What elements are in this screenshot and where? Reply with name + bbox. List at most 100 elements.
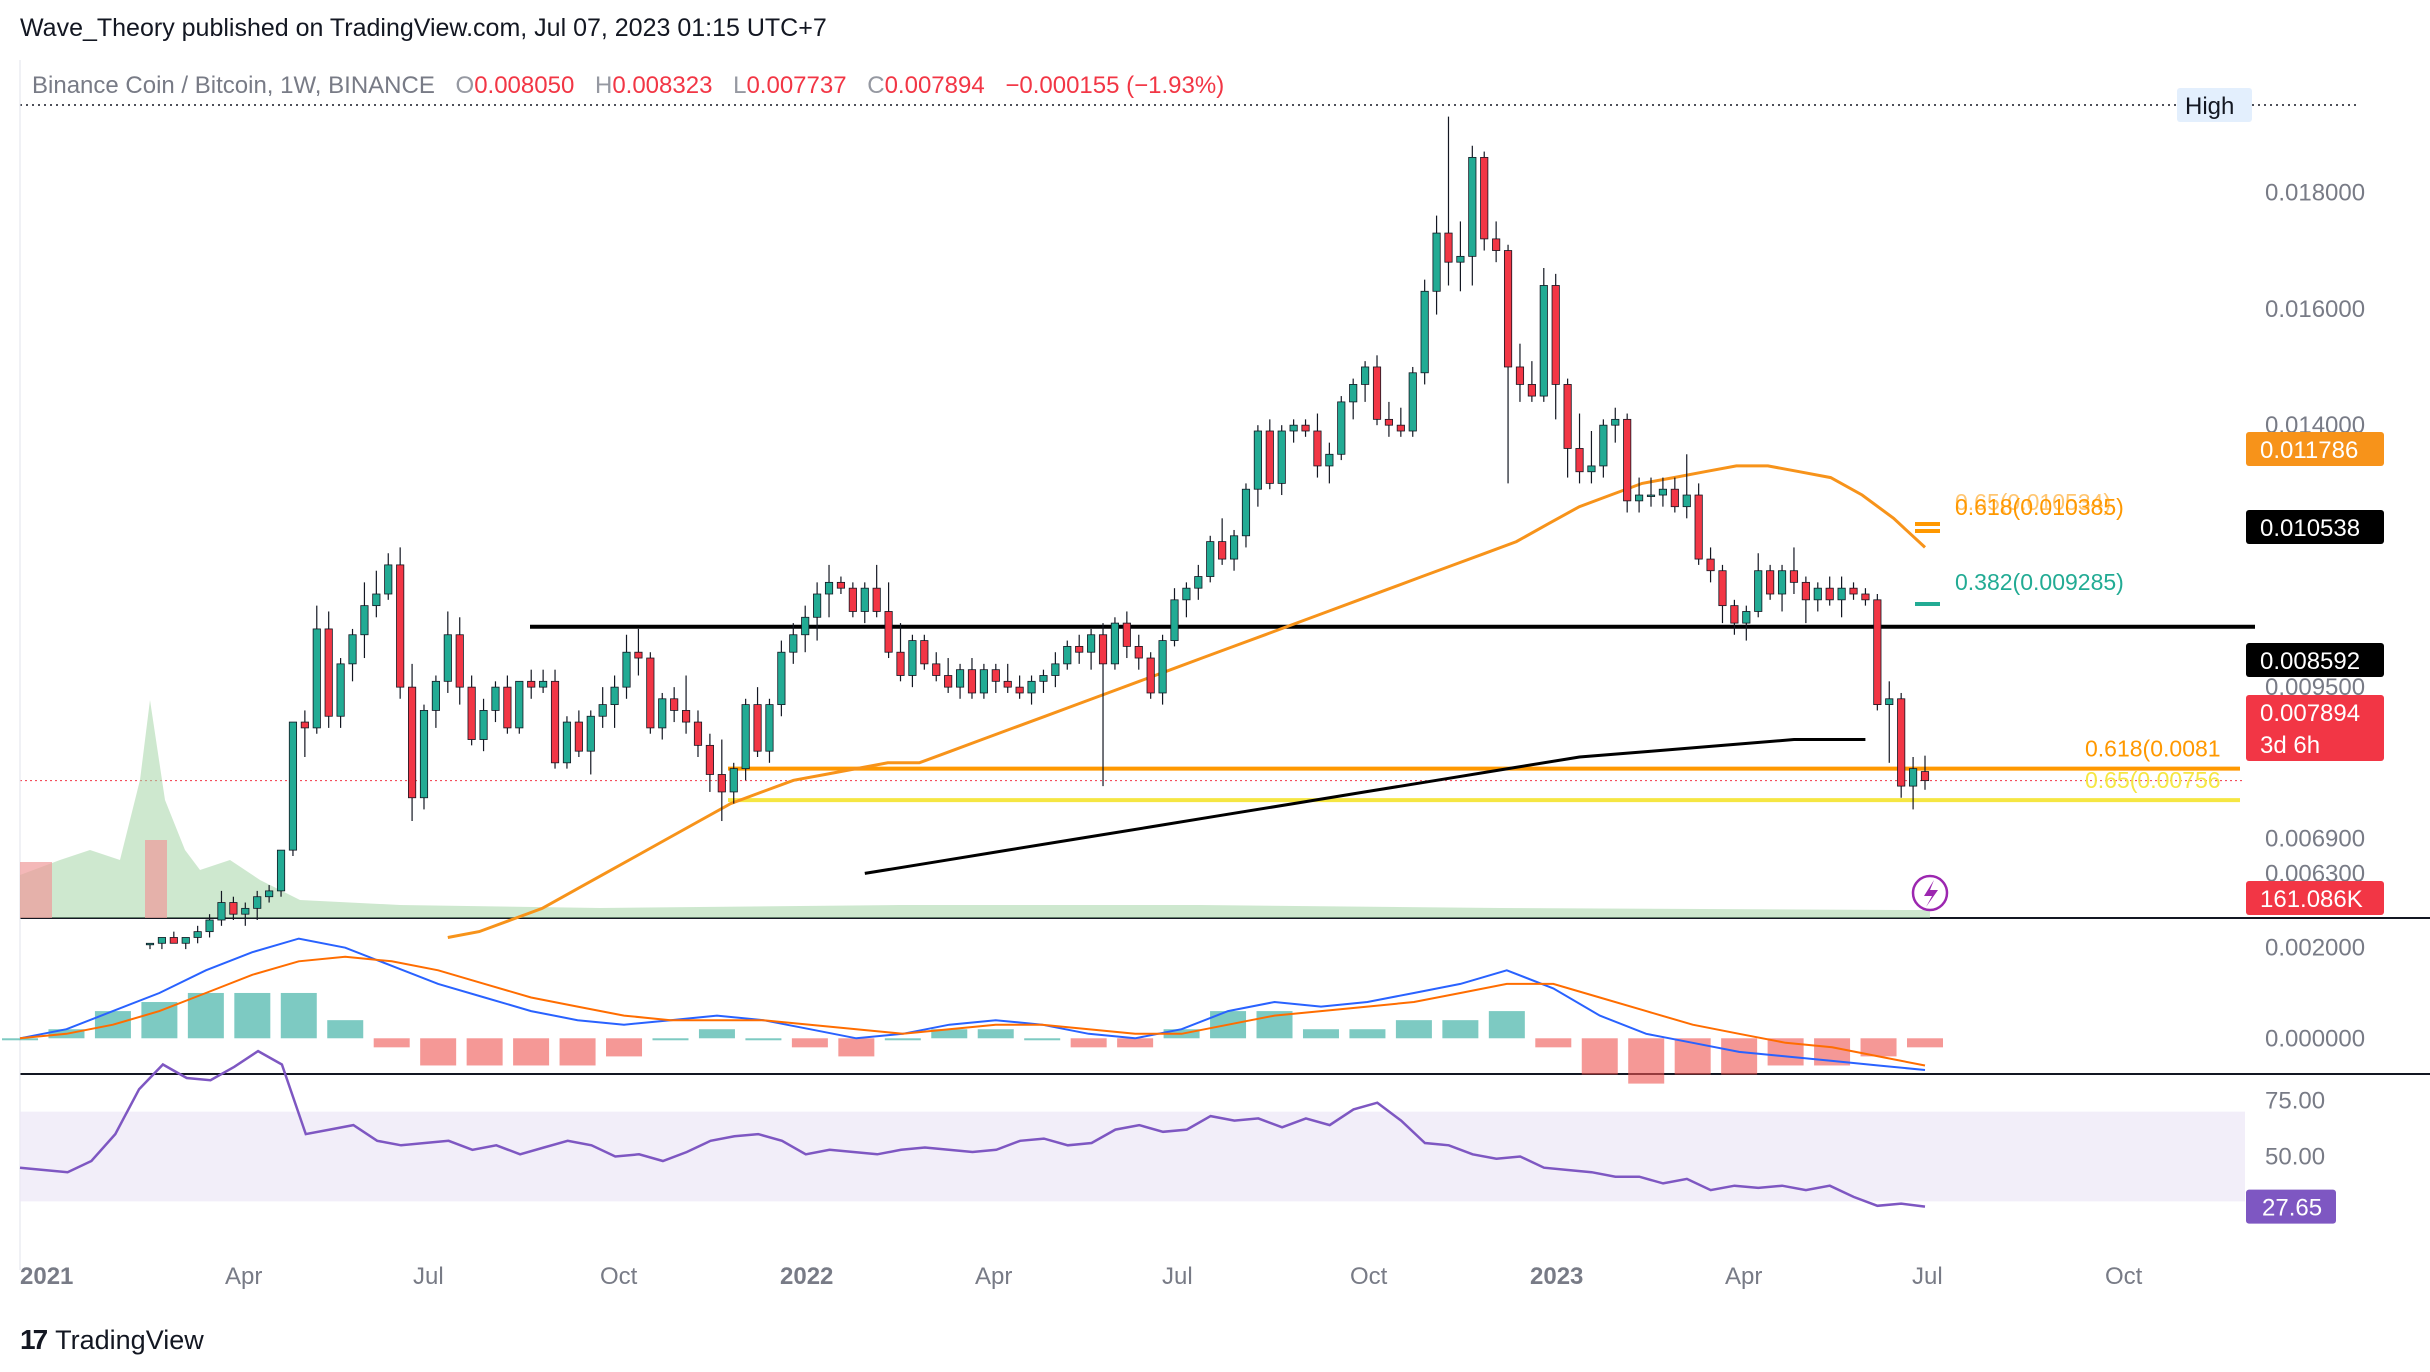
- macd-histogram-bar: [1721, 1038, 1758, 1075]
- price-tick-label: 0.006900: [2265, 826, 2365, 853]
- candle-body: [1134, 645, 1143, 659]
- candle-body: [1551, 285, 1560, 385]
- candle: [1539, 268, 1548, 402]
- candle-body: [1539, 285, 1548, 397]
- candle-body: [836, 581, 846, 589]
- candle-body: [193, 931, 202, 938]
- candle-body: [920, 640, 929, 665]
- candle-body: [348, 634, 357, 665]
- rsi-value-badge[interactable]: 27.65: [2246, 1189, 2336, 1224]
- candle-body: [515, 680, 524, 729]
- time-tick-label: Oct: [600, 1263, 638, 1290]
- close-value: 0.007894: [884, 72, 985, 99]
- candle: [658, 692, 667, 740]
- candle: [300, 710, 309, 757]
- macd-histogram-bar: [1581, 1038, 1618, 1075]
- price-badge-6[interactable]: 161.086K: [2246, 881, 2384, 915]
- candle: [586, 710, 595, 775]
- candle: [1051, 652, 1060, 688]
- candle: [1384, 401, 1393, 437]
- candle-body: [1277, 430, 1286, 484]
- candle-body: [336, 663, 345, 717]
- candle-body: [610, 686, 619, 706]
- macd-line: [19, 937, 1926, 1071]
- candle: [884, 582, 893, 659]
- macd-histogram-bar: [838, 1038, 875, 1057]
- candle: [1789, 547, 1799, 594]
- macd-histogram-bar: [1024, 1038, 1061, 1041]
- price-badge-4[interactable]: 0.008592: [2246, 643, 2384, 677]
- candle-body: [1241, 488, 1251, 537]
- macd-histogram-bar: [1117, 1038, 1154, 1048]
- open-label: O: [455, 72, 475, 99]
- candle: [431, 675, 440, 728]
- candle: [1206, 535, 1215, 583]
- candle: [396, 547, 405, 699]
- candle: [634, 628, 643, 676]
- candle-body: [1301, 424, 1310, 432]
- candle-body: [372, 593, 381, 607]
- price-badge-5[interactable]: 0.007894 3d 6h: [2246, 695, 2384, 761]
- volume-area: [20, 700, 1930, 918]
- candle-body: [991, 669, 1000, 682]
- candle-body: [431, 680, 440, 711]
- horizontal-levels: 0.618(0.0081 0.65(0.00756: [530, 624, 2255, 803]
- candle: [1873, 594, 1882, 711]
- price-badge-text: 161.086K: [2260, 886, 2363, 913]
- candle-body: [396, 564, 405, 688]
- candle-body: [1492, 238, 1501, 251]
- candle-body: [848, 587, 857, 612]
- candle-body: [145, 942, 155, 946]
- macd-histogram-bar: [1907, 1038, 1943, 1048]
- candle-body: [1718, 570, 1727, 607]
- fib-annotation-3: 0.382(0.009285): [1955, 569, 2124, 595]
- candle-body: [1313, 430, 1322, 467]
- candle-body: [1646, 494, 1656, 497]
- candle: [1813, 582, 1822, 612]
- volume-area-fill: [20, 700, 1930, 918]
- symbol-name[interactable]: Binance Coin / Bitcoin, 1W, BINANCE: [32, 72, 435, 99]
- macd-pane: 0.002000 0.000000: [2, 935, 2365, 1084]
- candle-body: [1837, 587, 1846, 601]
- candle: [229, 896, 238, 920]
- candle-body: [1337, 401, 1346, 455]
- candle: [860, 582, 869, 624]
- candle: [181, 937, 190, 950]
- candle: [1920, 755, 1930, 790]
- candle-body: [1480, 156, 1489, 240]
- ohlc-legend: Binance Coin / Bitcoin, 1W, BINANCE O 0.0…: [32, 72, 1224, 100]
- replay-icon[interactable]: [1911, 874, 1949, 912]
- candle-body: [1075, 645, 1084, 653]
- candle-body: [896, 651, 905, 676]
- candle: [1587, 431, 1596, 484]
- candle-body: [1468, 156, 1477, 257]
- price-badge-1[interactable]: High: [2177, 88, 2252, 122]
- candle: [372, 570, 381, 618]
- candle-body: [979, 669, 988, 694]
- candle-body: [1813, 587, 1822, 601]
- candle: [1170, 588, 1179, 647]
- candle: [1134, 634, 1143, 670]
- candle: [1909, 757, 1918, 810]
- candle-body: [1515, 366, 1525, 385]
- tradingview-logo[interactable]: 17 TradingView: [20, 1324, 204, 1356]
- candle-body: [1098, 634, 1108, 665]
- macd-histogram-bar: [327, 1020, 364, 1039]
- candle: [157, 937, 166, 950]
- rsi-badge-text: 27.65: [2262, 1195, 2322, 1222]
- candle: [574, 710, 583, 757]
- macd-histogram-bar: [1395, 1020, 1432, 1039]
- candle: [1599, 419, 1608, 478]
- candle: [455, 617, 464, 705]
- candle: [1670, 477, 1679, 513]
- macd-histogram-bar: [1349, 1029, 1386, 1039]
- candle-body: [872, 587, 881, 612]
- candle-body: [670, 698, 679, 711]
- price-badge-2[interactable]: 0.011786: [2246, 432, 2384, 466]
- price-badge-3[interactable]: 0.010538: [2246, 510, 2384, 544]
- rsi-tick-label: 50.00: [2265, 1144, 2325, 1171]
- candle-body: [944, 675, 953, 688]
- candle: [741, 698, 750, 781]
- candle-body: [1587, 465, 1596, 473]
